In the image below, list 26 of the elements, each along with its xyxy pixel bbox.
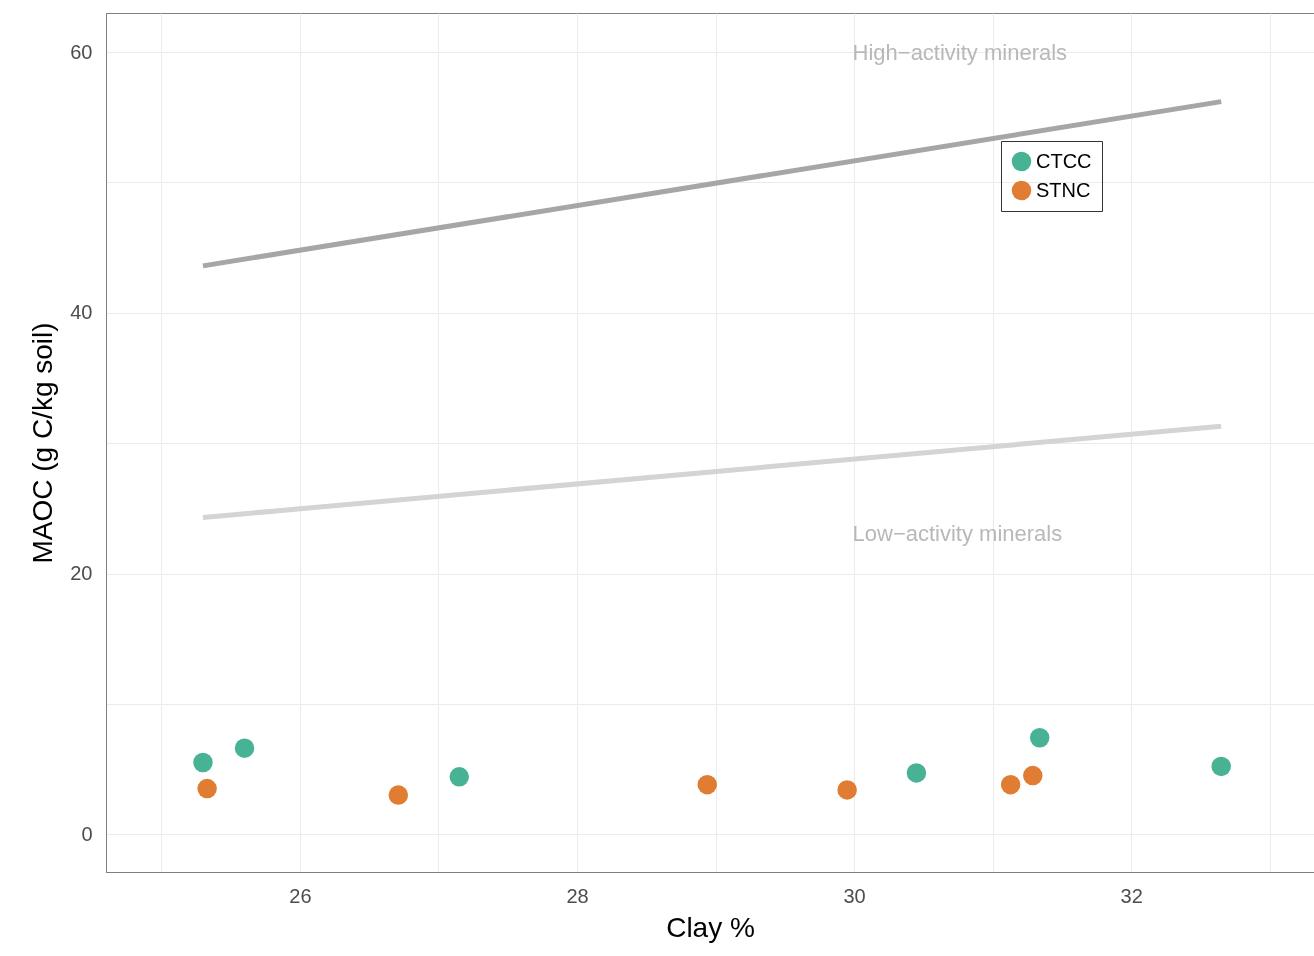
point [193,752,213,773]
point [697,774,717,795]
point [449,767,469,787]
point [234,738,255,758]
annotation: Low−activity minerals [852,521,1063,547]
y-tick-label: 60 [70,40,93,63]
point [1029,728,1050,748]
x-tick-label: 26 [289,884,312,907]
x-axis-title: Clay % [666,911,755,943]
annotation: High−activity minerals [852,39,1068,65]
point [1023,765,1043,786]
point [388,785,409,805]
point [906,763,927,783]
point [837,780,857,800]
y-tick-label: 40 [70,301,93,324]
point [1211,756,1231,777]
x-tick-label: 30 [843,884,866,907]
legend-label: STNC [1036,178,1091,201]
y-axis-title: MAOC (g C/kg soil) [27,322,59,564]
x-tick-label: 28 [566,884,589,907]
y-tick-label: 0 [81,822,93,845]
y-tick-label: 20 [70,562,93,584]
point [197,778,217,799]
legend-label: CTCC [1036,149,1092,172]
point [1000,774,1021,795]
x-tick-label: 32 [1120,884,1143,907]
